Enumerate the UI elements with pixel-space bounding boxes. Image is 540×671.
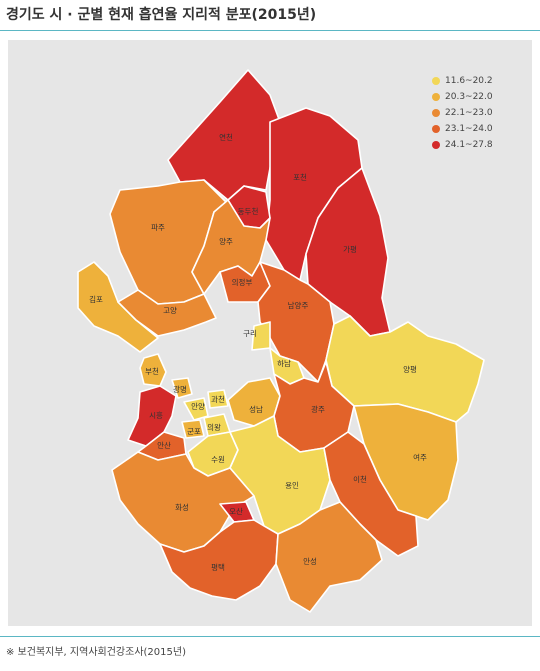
legend-label: 23.1~24.0 xyxy=(445,124,493,134)
region-goyang xyxy=(117,289,217,337)
region-label-pyeongtaek: 평택 xyxy=(211,562,225,572)
region-label-dongducheon: 동두천 xyxy=(238,206,259,216)
region-label-yangju: 양주 xyxy=(219,237,233,246)
region-label-yeoju: 여주 xyxy=(413,452,427,462)
top-divider xyxy=(0,30,540,31)
region-label-uiwang: 의왕 xyxy=(207,422,221,432)
region-label-icheon: 이천 xyxy=(353,474,367,484)
region-label-yangpyeong: 양평 xyxy=(403,364,417,374)
legend-swatch xyxy=(432,125,440,133)
region-label-pocheon: 포천 xyxy=(293,172,307,182)
legend-swatch xyxy=(432,109,440,117)
region-label-gimpo: 김포 xyxy=(89,294,103,304)
region-label-goyang: 고양 xyxy=(163,306,177,315)
legend-label: 20.3~22.0 xyxy=(445,92,493,102)
region-label-seongnam: 성남 xyxy=(249,405,263,414)
legend: 11.6~20.2 20.3~22.0 22.1~23.0 23.1~24.0 … xyxy=(432,73,493,153)
region-label-bucheon: 부천 xyxy=(145,366,159,376)
region-label-namyangju: 남양주 xyxy=(288,301,309,310)
legend-item: 20.3~22.0 xyxy=(432,89,493,105)
legend-label: 24.1~27.8 xyxy=(445,140,493,150)
region-label-gwacheon: 과천 xyxy=(211,394,225,404)
legend-item: 22.1~23.0 xyxy=(432,105,493,121)
region-anyang xyxy=(183,397,209,421)
region-label-gunpo: 군포 xyxy=(187,427,201,436)
source-note: ※ 보건복지부, 지역사회건강조사(2015년) xyxy=(6,647,186,658)
legend-swatch xyxy=(432,77,440,85)
region-label-gwangmyeong: 광명 xyxy=(173,384,187,394)
page-title: 경기도 시 · 군별 현재 흡연율 지리적 분포(2015년) xyxy=(6,7,317,23)
region-label-siheung: 시흥 xyxy=(149,410,163,420)
region-label-guri: 구리 xyxy=(243,329,257,338)
region-label-ansan: 안산 xyxy=(157,440,171,450)
legend-swatch xyxy=(432,141,440,149)
bottom-divider xyxy=(0,636,540,637)
region-gimpo xyxy=(77,261,159,353)
region-label-paju: 파주 xyxy=(151,223,165,232)
region-label-uijeongbu: 의정부 xyxy=(232,277,253,287)
legend-item: 24.1~27.8 xyxy=(432,137,493,153)
region-label-osan: 오산 xyxy=(229,506,243,516)
region-label-hanam: 하남 xyxy=(277,358,291,368)
region-anseong xyxy=(275,501,383,613)
region-label-gapyeong: 가평 xyxy=(343,244,357,254)
region-label-suwon: 수원 xyxy=(211,455,225,464)
legend-swatch xyxy=(432,93,440,101)
region-gwangmyeong xyxy=(171,377,193,399)
legend-label: 11.6~20.2 xyxy=(445,76,493,86)
legend-item: 23.1~24.0 xyxy=(432,121,493,137)
region-label-yeoncheon: 연천 xyxy=(219,132,233,142)
legend-label: 22.1~23.0 xyxy=(445,108,493,118)
legend-item: 11.6~20.2 xyxy=(432,73,493,89)
region-label-anseong: 안성 xyxy=(303,556,317,566)
region-gunpo xyxy=(181,419,205,439)
region-label-gwangju: 광주 xyxy=(311,404,325,414)
region-label-hwaseong: 화성 xyxy=(175,503,189,512)
region-label-anyang: 안양 xyxy=(191,401,205,411)
region-gwacheon xyxy=(207,389,229,409)
region-label-yongin: 용인 xyxy=(285,480,299,490)
